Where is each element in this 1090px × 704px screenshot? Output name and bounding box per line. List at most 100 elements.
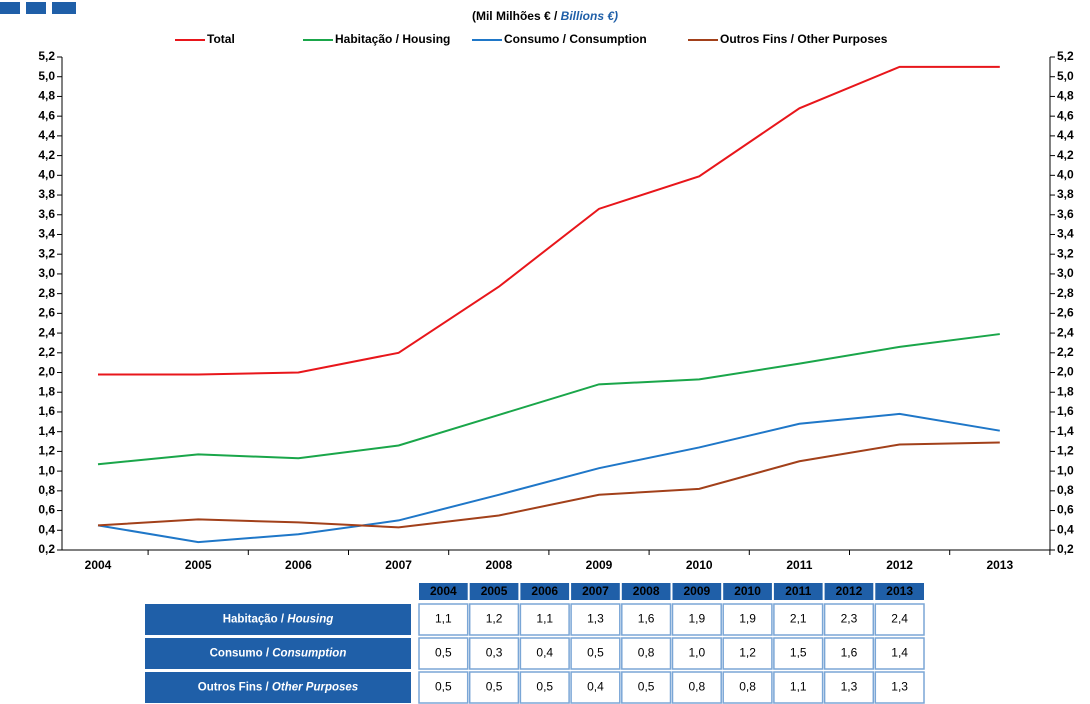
table-cell <box>519 637 570 670</box>
table-value: 1,0 <box>689 646 706 660</box>
legend-label: Total <box>207 32 235 46</box>
table-header: 2009 <box>683 584 710 598</box>
table-header-cell <box>520 583 570 600</box>
row-label-en: Consumption <box>272 648 346 660</box>
row-label-pt: Habitação / <box>223 614 285 626</box>
row-label-cell <box>145 604 411 635</box>
y2-tick-label: 0,2 <box>1057 542 1074 556</box>
table-value: 1,3 <box>841 680 858 694</box>
y2-tick-label: 5,0 <box>1057 69 1074 83</box>
table-value: 0,5 <box>435 646 452 660</box>
x-tick-label: 2012 <box>886 558 913 572</box>
table-cell <box>671 671 722 704</box>
table-value: 0,8 <box>689 680 706 694</box>
y-tick-label: 5,0 <box>38 69 55 83</box>
x-tick-label: 2009 <box>586 558 613 572</box>
y-tick-label: 3,6 <box>38 207 55 221</box>
row-label-en: Housing <box>287 614 333 626</box>
y2-tick-label: 1,0 <box>1057 463 1074 477</box>
series-line <box>97 441 1000 529</box>
legend-label: Consumo / Consumption <box>504 32 647 46</box>
series-line <box>98 65 1000 376</box>
table-cell <box>823 603 875 636</box>
table-cell <box>671 603 722 636</box>
table-value: 1,1 <box>435 612 452 626</box>
y2-tick-label: 3,0 <box>1057 266 1074 280</box>
y2-tick-label: 4,6 <box>1057 108 1074 122</box>
y2-tick-label: 1,4 <box>1057 424 1074 438</box>
table-value: 2,3 <box>841 612 858 626</box>
table-value: 1,3 <box>587 612 604 626</box>
table-value: 0,4 <box>536 646 553 660</box>
table-cell <box>468 603 520 636</box>
y2-tick-label: 2,0 <box>1057 365 1074 379</box>
y2-tick-label: 2,6 <box>1057 306 1074 320</box>
row-label: Habitação / Housing <box>223 614 334 626</box>
row-label: Consumo / Consumption <box>210 648 347 660</box>
table-cell <box>874 603 925 636</box>
legend-label: Habitação / Housing <box>335 32 450 46</box>
table-cell <box>570 671 621 704</box>
y-tick-label: 4,6 <box>38 108 55 122</box>
table-value: 1,9 <box>739 612 756 626</box>
y-tick-label: 1,0 <box>38 463 55 477</box>
table-value: 1,2 <box>486 612 503 626</box>
table-cell <box>823 637 875 670</box>
row-label-pt: Outros Fins / <box>198 682 270 694</box>
row-label-cell <box>145 638 411 669</box>
table-cell <box>621 637 672 670</box>
table-header-cell <box>723 583 772 600</box>
table-cell <box>823 671 875 704</box>
y2-tick-label: 4,2 <box>1057 148 1074 162</box>
table-header-cell <box>571 583 620 600</box>
y2-tick-label: 0,8 <box>1057 483 1074 497</box>
y-tick-label: 4,8 <box>38 89 55 103</box>
y-tick-label: 3,8 <box>38 187 55 201</box>
table-cell <box>519 603 570 636</box>
table-cell <box>468 671 520 704</box>
y-tick-label: 4,2 <box>38 148 55 162</box>
table-value: 1,2 <box>739 646 756 660</box>
series-line <box>97 412 1000 544</box>
y2-tick-label: 0,4 <box>1057 522 1074 536</box>
x-tick-label: 2004 <box>85 558 112 572</box>
table-cell <box>773 603 824 636</box>
logo-block <box>0 2 20 14</box>
table-value: 1,1 <box>790 680 807 694</box>
table-cell <box>722 637 773 670</box>
y-tick-label: 2,2 <box>38 345 55 359</box>
table-value: 1,6 <box>841 646 858 660</box>
table-header: 2008 <box>633 584 660 598</box>
y2-tick-label: 1,8 <box>1057 384 1074 398</box>
x-tick-label: 2011 <box>786 558 812 572</box>
y2-tick-label: 2,8 <box>1057 286 1074 300</box>
table-value: 0,5 <box>587 646 604 660</box>
y-tick-label: 0,2 <box>38 542 55 556</box>
y2-tick-label: 2,4 <box>1057 325 1074 339</box>
table-value: 0,5 <box>486 680 503 694</box>
table-value: 1,3 <box>891 680 908 694</box>
table-cell <box>773 637 824 670</box>
table-cell <box>722 671 773 704</box>
y-tick-label: 3,4 <box>38 227 55 241</box>
table-value: 1,6 <box>638 612 655 626</box>
table-cell <box>468 637 520 670</box>
y2-tick-label: 4,0 <box>1057 167 1074 181</box>
table-cell <box>722 603 773 636</box>
table-value: 0,5 <box>638 680 655 694</box>
y-tick-label: 4,0 <box>38 167 55 181</box>
x-tick-label: 2005 <box>185 558 212 572</box>
table-value: 1,1 <box>536 612 553 626</box>
x-tick-label: 2007 <box>385 558 412 572</box>
y2-tick-label: 2,2 <box>1057 345 1074 359</box>
y-tick-label: 2,4 <box>38 325 55 339</box>
y2-tick-label: 1,2 <box>1057 444 1074 458</box>
table-header: 2006 <box>531 584 558 598</box>
y-tick-label: 3,2 <box>38 246 55 260</box>
row-label: Outros Fins / Other Purposes <box>198 682 358 694</box>
x-tick-label: 2013 <box>986 558 1013 572</box>
row-label-pt: Consumo / <box>210 648 270 660</box>
y2-tick-label: 3,4 <box>1057 227 1074 241</box>
y-tick-label: 5,2 <box>38 49 55 63</box>
legend-label: Outros Fins / Other Purposes <box>720 32 888 46</box>
